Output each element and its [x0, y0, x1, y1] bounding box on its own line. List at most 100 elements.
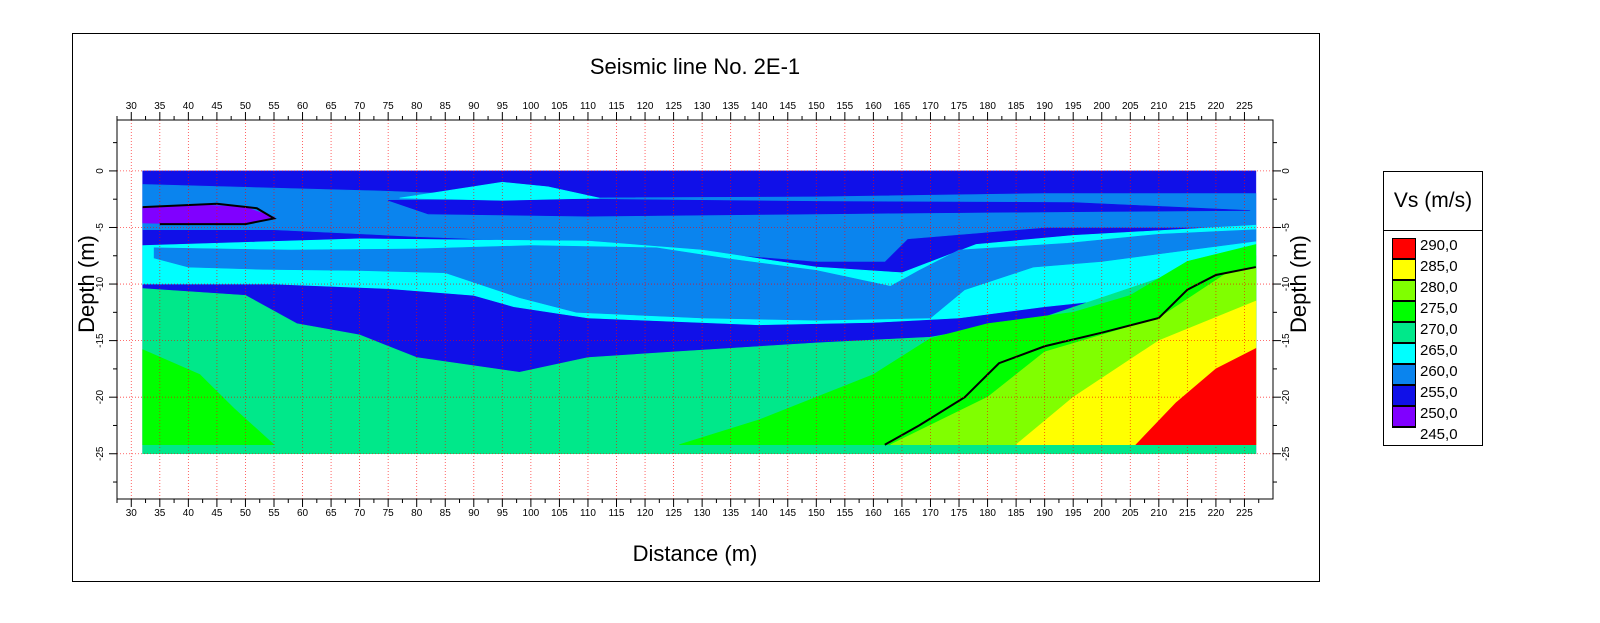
colorbar-label: 290,0	[1420, 237, 1458, 254]
x-tick-label-bottom: 130	[694, 508, 711, 519]
colorbar-row: 260,0	[1392, 364, 1478, 385]
colorbar-row: 250,0	[1392, 406, 1478, 427]
x-tick-label-top: 210	[1150, 101, 1167, 112]
colorbar-label: 265,0	[1420, 342, 1458, 359]
x-tick-label-bottom: 80	[411, 508, 423, 519]
colorbar-label: 260,0	[1420, 363, 1458, 380]
x-tick-label-top: 40	[183, 101, 195, 112]
x-tick-label-bottom: 45	[211, 508, 223, 519]
colorbar-row: 265,0	[1392, 343, 1478, 364]
y-tick-label-left: -25	[95, 446, 106, 461]
x-tick-label-bottom: 85	[440, 508, 452, 519]
x-tick-label-bottom: 135	[722, 508, 739, 519]
x-tick-label-top: 35	[154, 101, 166, 112]
colorbar-swatch	[1392, 259, 1416, 280]
x-tick-label-bottom: 50	[240, 508, 252, 519]
x-tick-label-top: 105	[551, 101, 568, 112]
x-tick-label-bottom: 125	[665, 508, 682, 519]
colorbar-swatch	[1392, 385, 1416, 406]
colorbar-row: 245,0	[1392, 427, 1478, 448]
x-tick-label-bottom: 185	[1008, 508, 1025, 519]
y-tick-label-right: -20	[1281, 390, 1292, 405]
velocity-region	[1135, 348, 1257, 445]
x-tick-label-top: 180	[979, 101, 996, 112]
x-tick-label-bottom: 95	[497, 508, 509, 519]
x-tick-label-bottom: 225	[1236, 508, 1253, 519]
x-tick-label-bottom: 150	[808, 508, 825, 519]
colorbar-label: 245,0	[1420, 426, 1458, 443]
x-tick-label-bottom: 170	[922, 508, 939, 519]
y-axis-label-left: Depth (m)	[74, 235, 99, 333]
x-tick-label-top: 225	[1236, 101, 1253, 112]
colorbar-row: 255,0	[1392, 385, 1478, 406]
x-tick-label-top: 135	[722, 101, 739, 112]
x-tick-label-top: 60	[297, 101, 309, 112]
x-tick-label-top: 165	[894, 101, 911, 112]
x-tick-label-top: 115	[609, 101, 625, 112]
x-tick-label-bottom: 205	[1122, 508, 1139, 519]
colorbar-row: 285,0	[1392, 259, 1478, 280]
x-tick-label-top: 130	[694, 101, 711, 112]
x-tick-label-bottom: 220	[1208, 508, 1225, 519]
x-tick-label-top: 90	[468, 101, 480, 112]
velocity-region	[388, 198, 1251, 217]
colorbar-swatch	[1392, 364, 1416, 385]
colorbar-title: Vs (m/s)	[1384, 172, 1482, 231]
x-tick-label-bottom: 75	[383, 508, 395, 519]
x-tick-label-bottom: 175	[951, 508, 968, 519]
x-tick-label-bottom: 155	[837, 508, 854, 519]
colorbar-swatch	[1392, 301, 1416, 322]
y-axis-label-right: Depth (m)	[1286, 235, 1311, 333]
x-tick-label-bottom: 210	[1150, 508, 1167, 519]
colorbar-swatch	[1392, 280, 1416, 301]
velocity-region	[153, 229, 1257, 321]
y-tick-label-right: -5	[1281, 223, 1292, 232]
x-tick-label-bottom: 215	[1179, 508, 1196, 519]
x-tick-label-top: 110	[580, 101, 596, 112]
x-tick-label-top: 175	[951, 101, 968, 112]
x-tick-label-bottom: 120	[637, 508, 654, 519]
x-tick-label-bottom: 165	[894, 508, 911, 519]
x-tick-label-top: 55	[268, 101, 280, 112]
colorbar-label: 275,0	[1420, 300, 1458, 317]
y-tick-label-right: 0	[1281, 168, 1292, 174]
colorbar-swatch	[1392, 238, 1416, 259]
x-tick-label-bottom: 190	[1036, 508, 1053, 519]
x-tick-label-top: 200	[1093, 101, 1110, 112]
x-axis-label: Distance (m)	[633, 541, 758, 566]
x-tick-label-top: 95	[497, 101, 509, 112]
x-tick-label-bottom: 30	[126, 508, 138, 519]
colorbar-swatch	[1392, 427, 1416, 428]
chart-title: Seismic line No. 2E-1	[590, 54, 800, 79]
x-tick-label-top: 190	[1036, 101, 1053, 112]
x-tick-label-top: 140	[751, 101, 768, 112]
colorbar-label: 250,0	[1420, 405, 1458, 422]
x-tick-label-top: 220	[1208, 101, 1225, 112]
x-tick-label-top: 65	[326, 101, 338, 112]
y-tick-label-right: -10	[1281, 276, 1292, 291]
y-tick-label-left: -5	[95, 223, 106, 232]
x-tick-label-top: 45	[211, 101, 223, 112]
x-tick-label-bottom: 140	[751, 508, 768, 519]
x-tick-label-top: 155	[837, 101, 854, 112]
velocity-region	[142, 349, 275, 445]
plot-border	[116, 119, 1274, 500]
x-tick-label-top: 120	[637, 101, 654, 112]
x-tick-label-bottom: 145	[779, 508, 796, 519]
x-tick-label-bottom: 195	[1065, 508, 1082, 519]
colorbar-label: 255,0	[1420, 384, 1458, 401]
x-tick-label-bottom: 90	[468, 508, 480, 519]
colorbar-row: 275,0	[1392, 301, 1478, 322]
x-tick-label-top: 30	[126, 101, 138, 112]
x-tick-label-top: 75	[383, 101, 395, 112]
x-tick-label-bottom: 55	[268, 508, 280, 519]
colorbar-label: 280,0	[1420, 279, 1458, 296]
x-tick-label-bottom: 180	[979, 508, 996, 519]
x-tick-label-top: 150	[808, 101, 825, 112]
colorbar-legend: Vs (m/s) 290,0 285,0 280,0 275,0 270,0 265,0 2…	[1383, 171, 1483, 446]
x-tick-label-bottom: 35	[154, 508, 166, 519]
colorbar-row: 290,0	[1392, 238, 1478, 259]
y-tick-label-left: -20	[95, 390, 106, 405]
colorbar-label: 270,0	[1420, 321, 1458, 338]
x-tick-label-bottom: 115	[609, 508, 625, 519]
